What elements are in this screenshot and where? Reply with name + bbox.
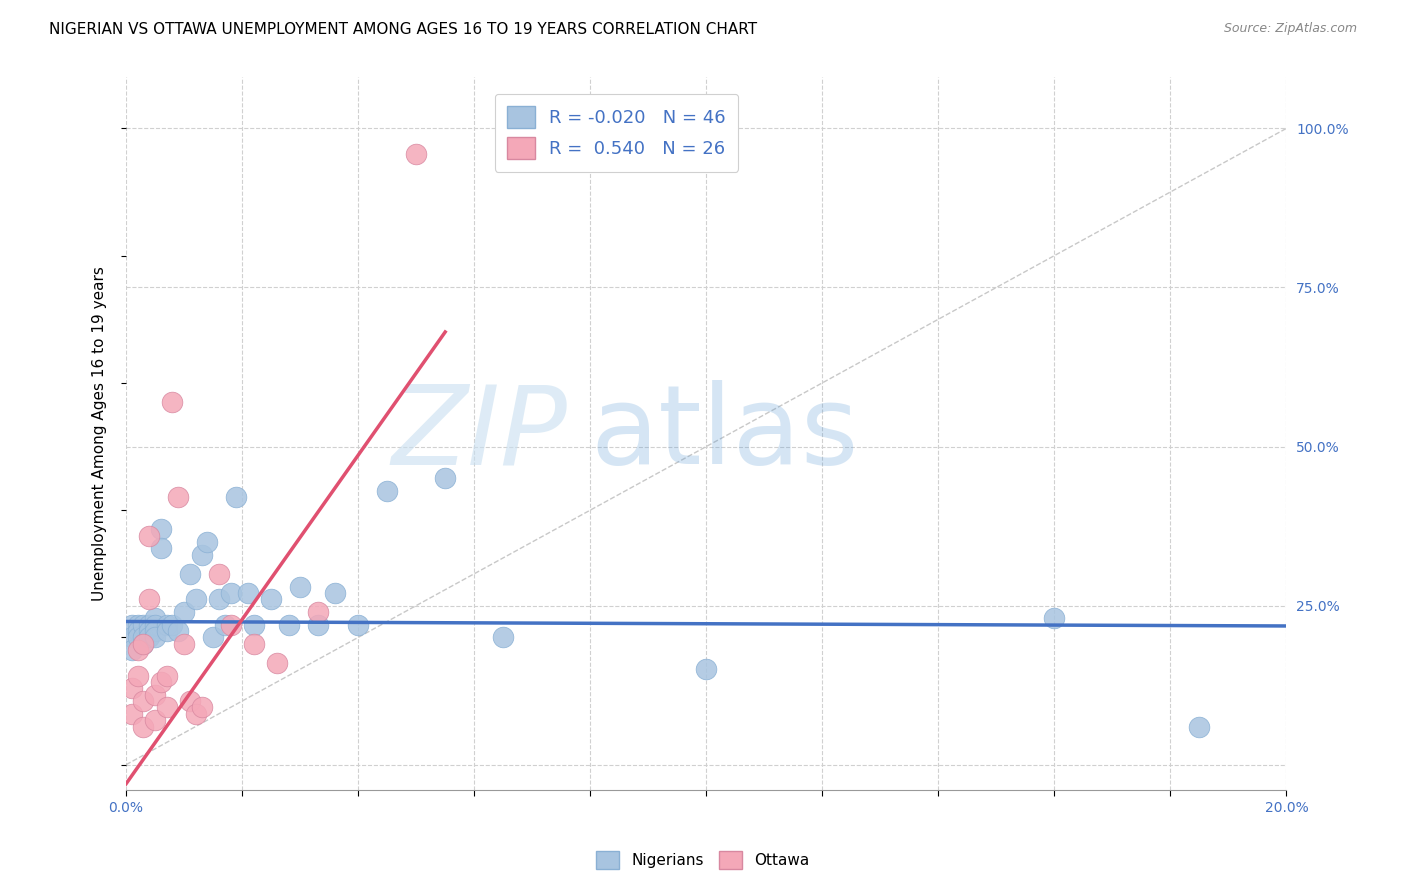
- Point: [236, 586, 259, 600]
- Point: [173, 605, 195, 619]
- Point: [219, 586, 242, 600]
- Point: [323, 586, 346, 600]
- Point: [288, 580, 311, 594]
- Point: [149, 541, 172, 556]
- Point: [190, 700, 212, 714]
- Point: [127, 643, 149, 657]
- Point: [214, 617, 236, 632]
- Point: [242, 637, 264, 651]
- Point: [156, 624, 179, 638]
- Point: [277, 617, 299, 632]
- Point: [127, 624, 149, 638]
- Point: [132, 719, 155, 733]
- Point: [307, 617, 329, 632]
- Point: [132, 631, 155, 645]
- Point: [405, 146, 427, 161]
- Point: [266, 656, 288, 670]
- Point: [121, 631, 143, 645]
- Point: [1188, 719, 1211, 733]
- Legend: Nigerians, Ottawa: Nigerians, Ottawa: [591, 845, 815, 875]
- Point: [202, 631, 225, 645]
- Point: [132, 694, 155, 708]
- Point: [184, 592, 207, 607]
- Point: [208, 566, 231, 581]
- Point: [127, 668, 149, 682]
- Text: NIGERIAN VS OTTAWA UNEMPLOYMENT AMONG AGES 16 TO 19 YEARS CORRELATION CHART: NIGERIAN VS OTTAWA UNEMPLOYMENT AMONG AG…: [49, 22, 758, 37]
- Point: [143, 631, 166, 645]
- Point: [138, 631, 160, 645]
- Point: [121, 681, 143, 696]
- Point: [138, 592, 160, 607]
- Point: [1043, 611, 1066, 625]
- Point: [347, 617, 370, 632]
- Point: [162, 395, 184, 409]
- Point: [143, 617, 166, 632]
- Point: [167, 491, 190, 505]
- Point: [434, 471, 457, 485]
- Point: [219, 617, 242, 632]
- Point: [121, 643, 143, 657]
- Point: [195, 535, 218, 549]
- Point: [132, 637, 155, 651]
- Point: [143, 611, 166, 625]
- Point: [184, 706, 207, 721]
- Point: [208, 592, 231, 607]
- Point: [173, 637, 195, 651]
- Point: [143, 624, 166, 638]
- Text: atlas: atlas: [591, 380, 859, 487]
- Point: [132, 617, 155, 632]
- Point: [138, 617, 160, 632]
- Point: [375, 484, 398, 499]
- Text: Source: ZipAtlas.com: Source: ZipAtlas.com: [1223, 22, 1357, 36]
- Point: [156, 700, 179, 714]
- Point: [190, 548, 212, 562]
- Legend: R = -0.020   N = 46, R =  0.540   N = 26: R = -0.020 N = 46, R = 0.540 N = 26: [495, 94, 738, 172]
- Text: ZIP: ZIP: [391, 380, 567, 487]
- Point: [138, 624, 160, 638]
- Point: [225, 491, 247, 505]
- Y-axis label: Unemployment Among Ages 16 to 19 years: Unemployment Among Ages 16 to 19 years: [93, 267, 107, 601]
- Point: [127, 617, 149, 632]
- Point: [121, 617, 143, 632]
- Point: [307, 605, 329, 619]
- Point: [167, 624, 190, 638]
- Point: [121, 706, 143, 721]
- Point: [127, 631, 149, 645]
- Point: [156, 617, 179, 632]
- Point: [179, 694, 201, 708]
- Point: [132, 637, 155, 651]
- Point: [149, 522, 172, 536]
- Point: [138, 528, 160, 542]
- Point: [242, 617, 264, 632]
- Point: [143, 713, 166, 727]
- Point: [156, 668, 179, 682]
- Point: [492, 631, 515, 645]
- Point: [149, 675, 172, 690]
- Point: [162, 617, 184, 632]
- Point: [695, 662, 717, 676]
- Point: [179, 566, 201, 581]
- Point: [260, 592, 283, 607]
- Point: [143, 688, 166, 702]
